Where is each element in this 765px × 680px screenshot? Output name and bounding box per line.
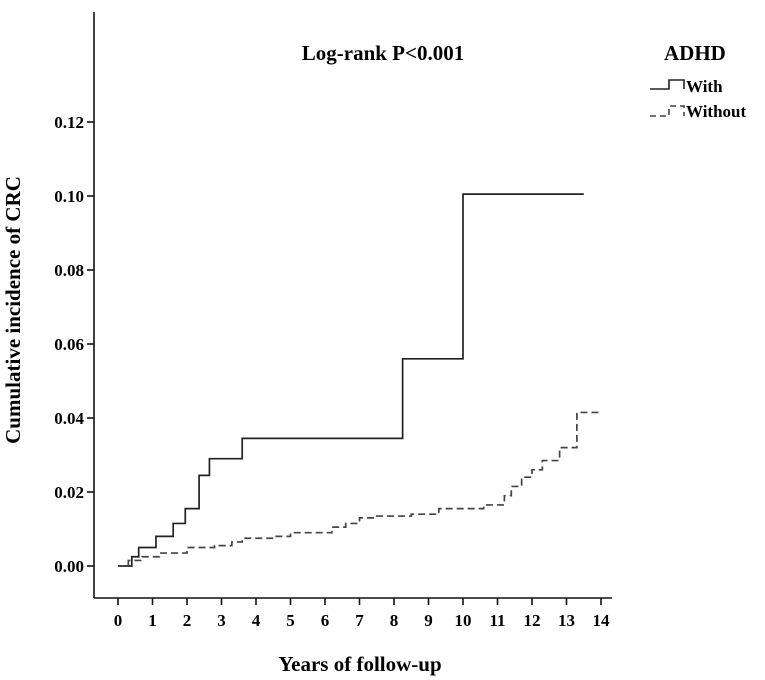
series-line-without: [118, 411, 601, 567]
y-tick-label: 0.06: [54, 335, 84, 354]
y-axis-title: Cumulative incidence of CRC: [1, 176, 25, 444]
legend-swatch-with: [650, 79, 685, 90]
x-tick-label: 11: [489, 611, 505, 630]
x-tick-label: 1: [148, 611, 157, 630]
x-tick-label: 9: [424, 611, 433, 630]
x-tick-label: 6: [321, 611, 330, 630]
y-tick-label: 0.08: [54, 261, 84, 280]
x-tick-label: 4: [252, 611, 261, 630]
y-tick-label: 0.00: [54, 557, 84, 576]
y-tick-label: 0.02: [54, 483, 84, 502]
y-tick-label: 0.10: [54, 187, 84, 206]
y-tick-label: 0.04: [54, 409, 84, 428]
legend-swatch-without: [650, 105, 685, 117]
x-tick-label: 5: [286, 611, 295, 630]
y-tick-label: 0.12: [54, 113, 84, 132]
x-tick-label: 10: [455, 611, 472, 630]
series-layer: [118, 193, 601, 567]
x-tick-label: 0: [114, 611, 123, 630]
legend-title: ADHD: [664, 41, 726, 65]
x-tick-label: 13: [558, 611, 575, 630]
x-tick-label: 7: [355, 611, 364, 630]
x-axis-title: Years of follow-up: [278, 652, 441, 676]
log-rank-annotation: Log-rank P<0.001: [302, 41, 464, 65]
legend-label-without: Without: [686, 102, 746, 121]
legend-label-with: With: [686, 77, 723, 96]
x-axis-ticks: 0 1 2 3 4 5 6 7 8 9 10 11 12 13 14: [114, 598, 610, 630]
legend: ADHD With Without: [650, 41, 746, 121]
series-line-with: [118, 193, 584, 567]
x-tick-label: 14: [593, 611, 611, 630]
x-tick-label: 12: [524, 611, 541, 630]
x-tick-label: 2: [183, 611, 192, 630]
y-axis-ticks: 0.00 0.02 0.04 0.06 0.08 0.10 0.12: [54, 113, 94, 576]
x-tick-label: 3: [217, 611, 226, 630]
x-tick-label: 8: [390, 611, 399, 630]
